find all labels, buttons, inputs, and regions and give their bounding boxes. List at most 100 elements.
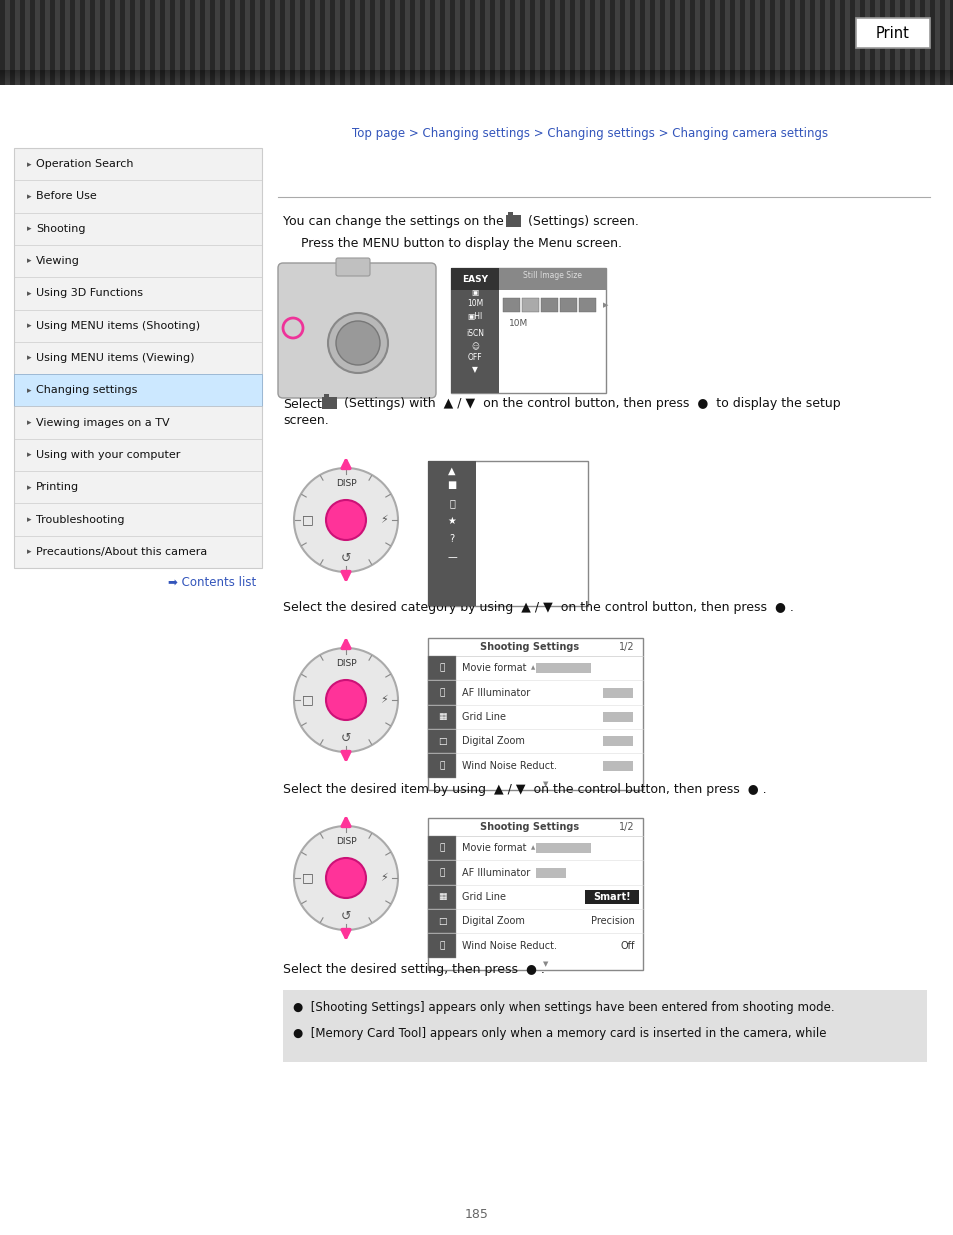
Bar (659, 0, 664, 85)
Bar (50, 0, 55, 85)
Bar (428, 680, 456, 705)
Bar (319, 0, 325, 85)
Bar (105, 0, 110, 85)
Text: Shooting Settings: Shooting Settings (479, 642, 578, 652)
Bar (322, 396, 336, 409)
Bar (578, 298, 596, 312)
Bar (245, 0, 250, 85)
Bar (664, 0, 669, 85)
Bar (365, 0, 370, 85)
Text: Operation Search: Operation Search (36, 159, 133, 169)
Bar (290, 0, 294, 85)
Bar (604, 0, 609, 85)
Bar (519, 0, 524, 85)
Bar (428, 836, 456, 861)
Bar (170, 0, 174, 85)
Text: ▣HI: ▣HI (467, 311, 482, 321)
Bar (450, 0, 455, 85)
Bar (110, 0, 115, 85)
Bar (115, 0, 120, 85)
Text: ▲: ▲ (531, 666, 535, 671)
Bar (194, 0, 200, 85)
Bar (274, 0, 280, 85)
Bar (505, 215, 520, 227)
Bar (602, 711, 633, 722)
Bar (879, 0, 884, 85)
Circle shape (294, 648, 397, 752)
Bar (684, 0, 689, 85)
Bar (740, 0, 744, 85)
Text: ▶: ▶ (602, 303, 608, 308)
Bar (914, 0, 919, 85)
Bar (150, 0, 154, 85)
Bar (285, 0, 290, 85)
Text: □: □ (437, 737, 446, 746)
Text: ⚡: ⚡ (379, 873, 388, 883)
Text: ⭐: ⭐ (438, 868, 444, 877)
Bar (90, 0, 95, 85)
FancyBboxPatch shape (277, 263, 436, 398)
Bar (205, 0, 210, 85)
Text: ⚡: ⚡ (379, 695, 388, 705)
Text: Select: Select (283, 398, 321, 410)
Bar (929, 0, 934, 85)
Text: 185: 185 (464, 1209, 489, 1221)
Text: ☺
OFF: ☺ OFF (467, 342, 482, 362)
Text: Select the desired category by using  ▲ / ▼  on the control button, then press  : Select the desired category by using ▲ /… (283, 600, 793, 614)
Text: ▸: ▸ (27, 515, 31, 524)
Bar (25, 0, 30, 85)
Bar (579, 0, 584, 85)
Text: —: — (447, 552, 456, 562)
Bar (720, 0, 724, 85)
Bar (200, 0, 205, 85)
Text: ▸: ▸ (27, 451, 31, 459)
Bar (419, 0, 424, 85)
Text: Precision: Precision (591, 916, 635, 926)
Text: □: □ (302, 514, 314, 526)
Circle shape (326, 858, 366, 898)
Text: ▸: ▸ (27, 191, 31, 201)
Text: Wind Noise Reduct.: Wind Noise Reduct. (461, 761, 557, 771)
Bar (55, 0, 60, 85)
Bar (430, 0, 435, 85)
Text: 🎥: 🎥 (438, 844, 444, 852)
Text: Using with your computer: Using with your computer (36, 450, 180, 459)
Text: 🔊: 🔊 (438, 761, 444, 771)
Bar (602, 761, 633, 771)
Bar (305, 0, 310, 85)
Bar (451, 268, 498, 393)
Text: ▲: ▲ (448, 466, 456, 475)
Bar (475, 0, 479, 85)
Bar (180, 0, 185, 85)
Text: Top page > Changing settings > Changing settings > Changing camera settings: Top page > Changing settings > Changing … (352, 126, 827, 140)
Bar (849, 0, 854, 85)
Text: 🔧: 🔧 (449, 498, 455, 508)
Text: (Settings) with  ▲ / ▼  on the control button, then press  ●  to display the set: (Settings) with ▲ / ▼ on the control but… (344, 398, 840, 410)
Bar (95, 0, 100, 85)
Bar (859, 0, 864, 85)
Bar (689, 0, 695, 85)
Bar (283, 990, 926, 1062)
Text: 1/2: 1/2 (618, 642, 635, 652)
Text: Select the desired item by using  ▲ / ▼  on the control button, then press  ● .: Select the desired item by using ▲ / ▼ o… (283, 783, 766, 795)
Bar (345, 0, 350, 85)
Text: ▼: ▼ (472, 366, 477, 374)
Text: □: □ (437, 916, 446, 926)
Bar (14, 374, 262, 406)
Bar (5, 0, 10, 85)
Text: AF Illuminator: AF Illuminator (461, 688, 530, 698)
Bar (760, 0, 764, 85)
Bar (45, 0, 50, 85)
Text: AF Illuminator: AF Illuminator (461, 867, 530, 878)
Bar (359, 0, 365, 85)
Text: ▸: ▸ (27, 225, 31, 233)
Text: □: □ (302, 694, 314, 706)
Bar (521, 298, 538, 312)
Bar (435, 0, 439, 85)
Text: ●  [Shooting Settings] appears only when settings have been entered from shootin: ● [Shooting Settings] appears only when … (293, 1002, 834, 1014)
Bar (589, 0, 595, 85)
Bar (800, 0, 804, 85)
Text: Off: Off (620, 941, 635, 951)
Bar (559, 0, 564, 85)
Bar (145, 0, 150, 85)
